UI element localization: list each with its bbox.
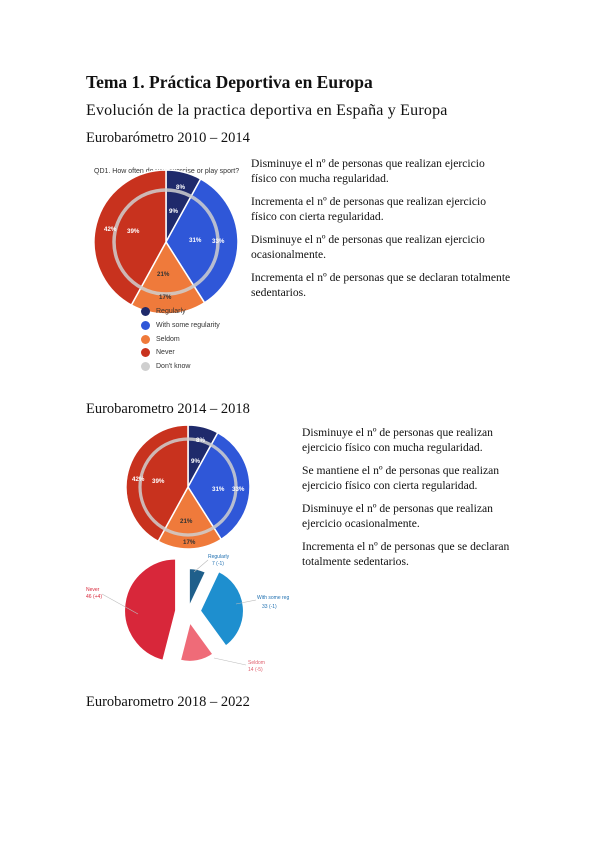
label-never: Never	[86, 587, 100, 593]
exploded-pie-chart: Regularly 7 (-1) With some reg 33 (-1) S…	[86, 554, 289, 673]
inner-ring	[138, 437, 238, 537]
section-heading-2014-2018: Eurobarometro 2014 – 2018	[86, 401, 250, 417]
section-heading-2018-2022: Eurobarometro 2018 – 2022	[86, 694, 250, 710]
legend-swatch	[141, 348, 150, 358]
legend-item: Never	[141, 346, 220, 360]
legend-swatch	[141, 321, 150, 331]
outer-label-never: 42%	[104, 226, 117, 233]
inner-label-never: 39%	[127, 228, 140, 235]
paragraph: Incrementa el nº de personas que realiza…	[251, 195, 487, 223]
pie-slice-with-some-regularity	[165, 177, 239, 304]
section-1-text: Disminuye el nº de personas que realizan…	[251, 156, 511, 308]
inner-label-never: 39%	[152, 478, 165, 485]
legend-label: With some regularity	[156, 322, 220, 330]
outer-label-regularly: 8%	[176, 184, 185, 191]
pie-slice-never	[125, 424, 189, 543]
legend-item: With some regularity	[141, 319, 220, 333]
leader-line	[101, 593, 139, 615]
outer-label-some-regularity: 33%	[212, 238, 225, 245]
pie-slice-with-some-regularity	[187, 431, 251, 541]
inner-label-seldom: 21%	[157, 271, 170, 278]
donut-chart-1: QD1. How often do you exercise or play s…	[93, 168, 239, 315]
label-seldom: Seldom	[248, 660, 265, 666]
page-subtitle: Evolución de la practica deportiva en Es…	[86, 102, 448, 119]
legend-label: Regularly	[156, 308, 186, 316]
legend-item: Regularly	[141, 305, 220, 319]
value-seldom: 14 (-5)	[248, 667, 263, 673]
pie-slice-never	[123, 557, 178, 663]
inner-label-regularly: 9%	[191, 458, 200, 465]
inner-label-seldom: 21%	[180, 518, 193, 525]
legend-label: Don't know	[156, 363, 191, 371]
paragraph: Disminuye el nº de personas que realizan…	[302, 502, 493, 530]
legend-swatch	[141, 307, 150, 317]
pie-slice-never	[93, 169, 167, 307]
inner-label-regularly: 9%	[169, 208, 178, 215]
outer-label-seldom: 17%	[183, 539, 196, 546]
outer-label-regularly: 8%	[196, 437, 205, 444]
value-some-regularity: 33 (-1)	[262, 604, 277, 610]
label-regularly: Regularly	[208, 554, 230, 560]
legend-swatch	[141, 362, 150, 372]
paragraph: Se mantiene el nº de personas que realiz…	[302, 464, 500, 492]
outer-label-seldom: 17%	[159, 294, 172, 301]
paragraph: Disminuye el nº de personas que realizan…	[302, 426, 493, 454]
pie-slice-seldom	[130, 240, 206, 315]
label-some-regularity: With some reg	[257, 595, 289, 601]
section-2-text: Disminuye el nº de personas que realizan…	[302, 425, 517, 577]
value-never: 46 (+4)	[86, 594, 102, 600]
inner-label-some-regularity: 31%	[189, 237, 202, 244]
chart-legend: Regularly With some regularity Seldom Ne…	[141, 305, 220, 373]
pie-slice-seldom	[178, 619, 215, 663]
chart-2010-2014: QD1. How often do you exercise or play s…	[86, 157, 246, 383]
outer-label-some-regularity: 33%	[232, 486, 245, 493]
inner-label-some-regularity: 31%	[212, 486, 225, 493]
page-title: Tema 1. Práctica Deportiva en Europa	[86, 72, 373, 92]
donut-chart-2: 8% 33% 17% 42% 9% 31% 21% 39%	[125, 424, 251, 550]
legend-swatch	[141, 334, 150, 344]
paragraph: Disminuye el nº de personas que realizan…	[251, 157, 485, 185]
inner-ring	[112, 188, 220, 296]
leader-line	[193, 559, 209, 573]
legend-item: Seldom	[141, 332, 220, 346]
section-heading-2010-2014: Eurobarómetro 2010 – 2014	[86, 130, 250, 146]
legend-label: Seldom	[156, 335, 180, 343]
paragraph: Disminuye el nº de personas que realizan…	[251, 233, 485, 261]
legend-label: Never	[156, 349, 175, 357]
paragraph: Incrementa el nº de personas que se decl…	[302, 540, 510, 568]
pie-slice-with-some-reg	[198, 569, 245, 648]
leader-line	[235, 599, 257, 605]
leader-line	[213, 657, 247, 666]
legend-item: Don't know	[141, 360, 220, 374]
outer-label-never: 42%	[132, 476, 145, 483]
chart-exploded-pie: Regularly 7 (-1) With some reg 33 (-1) S…	[86, 548, 301, 678]
chart-2014-2018: 8% 33% 17% 42% 9% 31% 21% 39%	[118, 424, 258, 554]
value-regularly: 7 (-1)	[212, 561, 224, 567]
paragraph: Incrementa el nº de personas que se decl…	[251, 271, 511, 299]
